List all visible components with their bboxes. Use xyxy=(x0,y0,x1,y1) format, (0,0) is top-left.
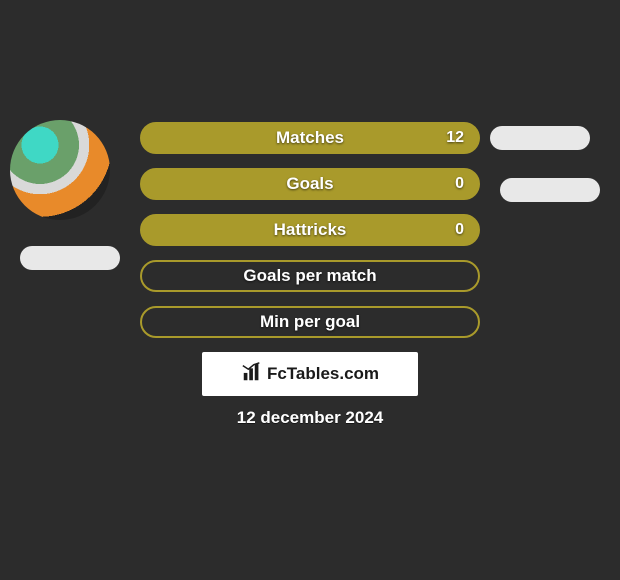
bar-value: 0 xyxy=(455,175,464,193)
bar-goals-per-match: Goals per match xyxy=(140,260,480,292)
bar-label: Goals per match xyxy=(243,266,376,286)
bar-matches: Matches 12 xyxy=(140,122,480,154)
bar-label: Matches xyxy=(276,128,344,148)
player2-stat-placeholder-1 xyxy=(490,126,590,150)
date-label: 12 december 2024 xyxy=(0,408,620,428)
bar-min-per-goal: Min per goal xyxy=(140,306,480,338)
player1-stat-placeholder xyxy=(20,246,120,270)
brand-badge[interactable]: FcTables.com xyxy=(202,352,418,396)
bar-hattricks: Hattricks 0 xyxy=(140,214,480,246)
bar-chart-icon xyxy=(241,361,263,388)
bar-label: Hattricks xyxy=(274,220,347,240)
bar-label: Min per goal xyxy=(260,312,360,332)
stats-bars: Matches 12 Goals 0 Hattricks 0 Goals per… xyxy=(140,122,480,352)
player1-avatar xyxy=(10,120,110,220)
bar-goals: Goals 0 xyxy=(140,168,480,200)
bar-value: 0 xyxy=(455,221,464,239)
brand-text: FcTables.com xyxy=(267,364,379,384)
player2-stat-placeholder-2 xyxy=(500,178,600,202)
bar-label: Goals xyxy=(286,174,333,194)
bar-value: 12 xyxy=(446,129,464,147)
